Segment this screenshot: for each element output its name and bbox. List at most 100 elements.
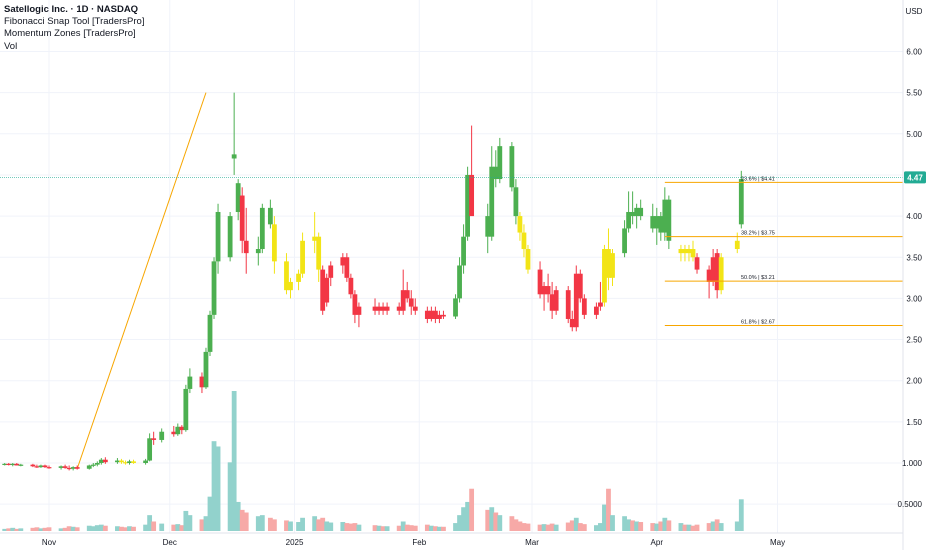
indicator-momentum-label[interactable]: Momentum Zones [TradersPro]	[4, 28, 136, 40]
volume-bar	[654, 523, 660, 531]
volume-bar	[143, 524, 148, 531]
volume-bar	[577, 523, 583, 531]
candle-body	[509, 146, 515, 188]
volume-bar	[662, 517, 668, 531]
time-axis[interactable]: Nov Dec 2025 Feb Mar Apr May	[42, 538, 785, 547]
candle-body	[694, 257, 700, 270]
candle-body	[521, 232, 527, 250]
candle-body	[650, 216, 656, 229]
chart-legend[interactable]: Satellogic Inc. · 1D · NASDAQ Fibonacci …	[4, 4, 144, 53]
volume-bar	[376, 525, 382, 531]
volume-bar	[175, 524, 181, 531]
currency-label[interactable]: USD	[906, 7, 923, 16]
candle-body	[187, 376, 193, 389]
volume-bar	[400, 521, 406, 531]
candle-body	[408, 298, 414, 307]
candle-body	[577, 273, 583, 299]
trend-line	[76, 92, 207, 469]
volume-bar	[14, 528, 20, 531]
volume-bar	[380, 526, 386, 531]
volume-bar	[199, 519, 205, 531]
volume-bar	[119, 526, 124, 531]
volume-bar	[537, 524, 543, 531]
grid-lines	[0, 0, 903, 533]
candle-body	[489, 166, 495, 237]
volume-bar	[610, 515, 615, 531]
candle-body	[340, 257, 346, 266]
candle-body	[638, 207, 644, 217]
y-tick-label: 3.00	[906, 294, 922, 303]
candle-body	[485, 216, 491, 237]
volume-bar	[424, 524, 430, 531]
candle-body	[151, 438, 157, 440]
volume-bar	[545, 524, 551, 531]
volume-bar	[666, 520, 672, 531]
candle-body	[465, 174, 470, 237]
candle-body	[686, 249, 692, 254]
candle-body	[658, 216, 664, 233]
candle-body	[457, 265, 462, 299]
candle-body	[541, 286, 547, 295]
volume-bar	[412, 525, 418, 531]
volume-bar	[461, 507, 466, 531]
last-price-badge-bg	[904, 171, 926, 184]
volume-bar	[718, 523, 724, 531]
volume-bar	[66, 526, 72, 531]
candle-body	[384, 306, 390, 311]
candle-body	[549, 294, 555, 311]
y-tick-label: 3.50	[906, 253, 922, 262]
candle-body	[239, 195, 245, 241]
candle-body	[316, 236, 322, 270]
candle-body	[6, 463, 12, 466]
volume-bar	[694, 524, 700, 531]
volume-bar	[18, 528, 24, 531]
volume-bar	[541, 524, 547, 531]
volume-bar	[211, 441, 217, 531]
candle-body	[296, 273, 301, 282]
candle-body	[626, 211, 631, 229]
candle-body	[404, 290, 410, 299]
volume-bar	[433, 526, 438, 531]
symbol-title[interactable]: Satellogic Inc. · 1D · NASDAQ	[4, 4, 139, 15]
volume-bar	[272, 519, 277, 531]
candle-body	[127, 461, 132, 463]
candle-body	[598, 302, 603, 307]
volume-bar	[509, 516, 515, 531]
candle-body	[320, 269, 326, 311]
volume-bar	[131, 526, 136, 531]
candle-body	[525, 249, 531, 270]
volume-bar	[658, 521, 664, 531]
volume-bar	[573, 517, 579, 531]
candle-body	[493, 166, 499, 180]
candle-body	[497, 146, 503, 180]
candle-body	[469, 174, 475, 217]
candle-body	[98, 459, 104, 463]
volume-bar	[74, 527, 80, 531]
candle-body	[102, 459, 108, 463]
candle-body	[424, 310, 430, 319]
volume-bar	[497, 515, 503, 531]
volume-bar	[626, 519, 631, 531]
candle-body	[569, 318, 575, 328]
candle-body	[400, 290, 406, 311]
candle-body	[38, 465, 44, 468]
volume-bar	[6, 528, 12, 531]
volume-bar	[115, 526, 120, 531]
indicator-volume-label[interactable]: Vol	[4, 40, 18, 52]
indicator-fibonacci-label[interactable]: Fibonacci Snap Tool [TradersPro]	[4, 16, 145, 28]
candle-body	[34, 466, 40, 468]
volume-bar	[686, 524, 692, 531]
candle-body	[734, 240, 740, 250]
volume-bar	[428, 525, 434, 531]
candle-body	[718, 257, 724, 291]
candle-body	[203, 351, 209, 388]
volume-bar	[638, 522, 644, 531]
candle-body	[259, 207, 265, 250]
volume-bar	[408, 525, 414, 531]
volume-bar	[469, 488, 475, 531]
volume-bar	[207, 496, 213, 531]
volume-bar	[457, 515, 462, 531]
volume-bar	[259, 515, 265, 531]
volume-bar	[549, 523, 555, 531]
